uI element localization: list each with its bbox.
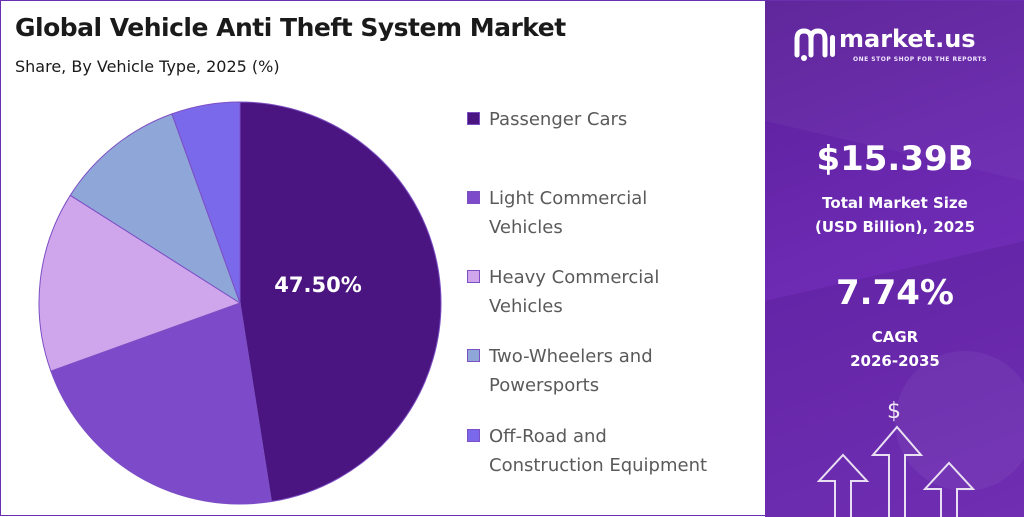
legend-label: Passenger Cars xyxy=(489,109,628,130)
legend-label: Off-Road and Construction Equipment xyxy=(489,426,708,476)
pie-slice-two-wheelers-and-powersports xyxy=(69,113,241,305)
growth-arrows-icon xyxy=(816,425,976,517)
legend-swatch xyxy=(467,429,480,442)
brand-tagline: ONE STOP SHOP FOR THE REPORTS xyxy=(853,56,987,63)
pie-slice-light-commercial-vehicles xyxy=(50,302,273,505)
pie-slice-passenger-cars xyxy=(239,101,442,503)
legend-label: Light Commercial Vehicles xyxy=(489,188,648,238)
legend-swatch xyxy=(467,112,480,125)
summary-panel: market.us ONE STOP SHOP FOR THE REPORTS … xyxy=(765,1,1024,517)
legend-label: Heavy Commercial Vehicles xyxy=(489,267,660,317)
brand-name: market.us xyxy=(839,25,976,53)
legend-swatch xyxy=(467,191,480,204)
cagr-label: CAGR 2026-2035 xyxy=(850,328,940,370)
slice-data-label: 47.50% xyxy=(274,273,361,297)
chart-subtitle: Share, By Vehicle Type, 2025 (%) xyxy=(15,57,280,76)
pie-chart: 47.50% xyxy=(38,101,442,505)
legend-swatch xyxy=(467,349,480,362)
panel-background-pattern xyxy=(765,1,1024,517)
dollar-icon: $ xyxy=(887,399,901,424)
market-size-label: Total Market Size (USD Billion), 2025 xyxy=(814,194,976,236)
pie-slice-heavy-commercial-vehicles xyxy=(38,194,242,372)
pie-slice-off-road-and-construction-equipment xyxy=(171,101,241,304)
legend-swatch xyxy=(467,270,480,283)
chart-title: Global Vehicle Anti Theft System Market xyxy=(15,13,566,42)
legend-label: Two-Wheelers and Powersports xyxy=(489,346,653,396)
market-size-value: $15.39B xyxy=(816,139,974,179)
cagr-value: 7.74% xyxy=(836,273,954,313)
market-us-logo-icon xyxy=(794,28,835,61)
